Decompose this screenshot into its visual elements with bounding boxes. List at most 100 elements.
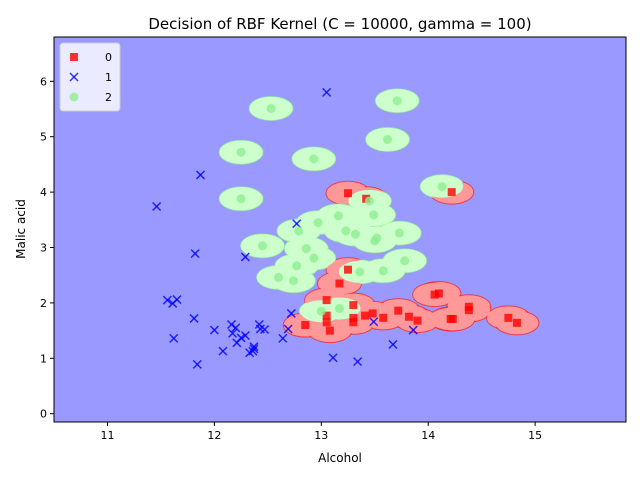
x-tick-label: 12 bbox=[207, 429, 221, 442]
data-point-class-1 bbox=[240, 252, 250, 262]
data-point-class-1 bbox=[209, 325, 219, 335]
legend: 0 1 2 bbox=[59, 42, 121, 112]
y-axis: 0 1 2 3 4 5 6 bbox=[40, 75, 54, 421]
data-point-class-0 bbox=[335, 279, 344, 288]
legend-label: 0 bbox=[105, 51, 112, 64]
data-point-class-1 bbox=[169, 333, 179, 343]
plot-frame bbox=[53, 36, 627, 423]
data-point-class-2 bbox=[309, 253, 319, 263]
data-point-class-0 bbox=[430, 290, 439, 299]
x-tick-label: 13 bbox=[314, 429, 328, 442]
data-point-class-1 bbox=[248, 346, 258, 356]
data-point-class-0 bbox=[448, 314, 457, 323]
legend-marker-0 bbox=[70, 53, 78, 61]
x-axis: 11 12 13 14 15 bbox=[100, 422, 542, 442]
data-point-class-2 bbox=[313, 218, 323, 228]
data-point-class-1 bbox=[228, 328, 238, 338]
data-point-class-1 bbox=[192, 359, 202, 369]
y-tick-label: 5 bbox=[40, 131, 47, 144]
data-point-class-1 bbox=[286, 308, 296, 318]
legend-marker-2 bbox=[69, 92, 79, 102]
data-point-class-2 bbox=[383, 134, 393, 144]
data-point-class-2 bbox=[370, 236, 380, 246]
data-point-class-1 bbox=[369, 317, 379, 327]
data-point-class-1 bbox=[152, 201, 162, 212]
data-point-class-1 bbox=[189, 313, 199, 323]
data-point-class-2 bbox=[333, 211, 343, 221]
data-point-class-2 bbox=[301, 244, 311, 254]
data-point-class-2 bbox=[437, 182, 447, 192]
data-point-class-1 bbox=[190, 249, 200, 259]
data-point-class-1 bbox=[283, 324, 293, 334]
y-tick-label: 4 bbox=[40, 186, 47, 199]
data-point-class-0 bbox=[325, 326, 334, 335]
chart-title: Decision of RBF Kernel (C = 10000, gamma… bbox=[148, 15, 531, 33]
y-tick-label: 3 bbox=[40, 242, 47, 255]
data-point-class-2 bbox=[351, 229, 361, 239]
data-point-class-1 bbox=[292, 219, 302, 229]
y-axis-label: Malic acid bbox=[14, 199, 28, 259]
data-point-class-1 bbox=[353, 357, 363, 367]
data-point-class-0 bbox=[322, 296, 331, 305]
data-point-class-1 bbox=[195, 170, 206, 180]
data-point-class-0 bbox=[361, 311, 370, 320]
data-point-class-2 bbox=[400, 256, 410, 266]
data-point-class-0 bbox=[344, 189, 353, 198]
data-point-class-0 bbox=[322, 318, 331, 327]
data-point-class-2 bbox=[394, 228, 404, 238]
data-point-class-2 bbox=[236, 147, 246, 157]
data-points bbox=[152, 87, 521, 369]
x-tick-label: 15 bbox=[528, 429, 542, 442]
data-point-class-0 bbox=[349, 301, 358, 310]
data-point-class-0 bbox=[322, 311, 331, 320]
data-point-class-1 bbox=[218, 346, 228, 356]
data-point-class-2 bbox=[369, 210, 379, 220]
data-point-class-0 bbox=[379, 313, 388, 322]
data-point-class-2 bbox=[341, 226, 351, 236]
data-point-class-0 bbox=[504, 313, 513, 322]
data-point-class-0 bbox=[301, 321, 310, 330]
y-tick-label: 6 bbox=[40, 75, 47, 88]
data-point-class-1 bbox=[278, 333, 288, 343]
data-point-class-0 bbox=[368, 309, 377, 318]
x-tick-label: 11 bbox=[100, 429, 114, 442]
data-point-class-2 bbox=[288, 276, 298, 286]
data-point-class-1 bbox=[322, 87, 332, 97]
legend-label: 1 bbox=[105, 71, 112, 84]
data-point-class-2 bbox=[334, 303, 344, 313]
data-point-class-0 bbox=[404, 312, 413, 321]
legend-label: 2 bbox=[105, 91, 112, 104]
data-point-class-1 bbox=[255, 324, 265, 334]
data-point-class-1 bbox=[388, 339, 398, 349]
data-point-class-0 bbox=[464, 306, 473, 315]
data-point-class-2 bbox=[378, 266, 388, 276]
x-axis-label: Alcohol bbox=[318, 451, 362, 465]
data-point-class-0 bbox=[413, 316, 422, 325]
data-point-class-2 bbox=[309, 154, 319, 164]
data-point-class-0 bbox=[349, 313, 358, 322]
data-point-class-1 bbox=[408, 325, 418, 335]
data-point-class-1 bbox=[226, 319, 237, 330]
data-point-class-2 bbox=[364, 196, 374, 206]
y-tick-label: 0 bbox=[40, 408, 47, 421]
data-point-class-1 bbox=[328, 353, 338, 363]
data-point-class-2 bbox=[355, 267, 365, 277]
x-tick-label: 14 bbox=[421, 429, 435, 442]
data-point-class-0 bbox=[512, 318, 521, 327]
data-point-class-2 bbox=[292, 261, 302, 271]
y-tick-label: 1 bbox=[40, 352, 47, 365]
data-point-class-1 bbox=[240, 331, 250, 341]
data-point-class-1 bbox=[172, 295, 182, 305]
data-point-class-2 bbox=[392, 96, 402, 106]
data-point-class-2 bbox=[316, 306, 326, 316]
data-point-class-2 bbox=[294, 226, 304, 236]
data-point-class-0 bbox=[349, 318, 358, 327]
data-point-class-0 bbox=[394, 306, 403, 315]
data-point-class-2 bbox=[236, 194, 246, 204]
y-tick-label: 2 bbox=[40, 297, 47, 310]
data-point-class-1 bbox=[232, 338, 242, 348]
data-point-class-0 bbox=[447, 188, 456, 197]
data-point-class-1 bbox=[162, 295, 172, 305]
data-point-class-2 bbox=[274, 272, 284, 282]
